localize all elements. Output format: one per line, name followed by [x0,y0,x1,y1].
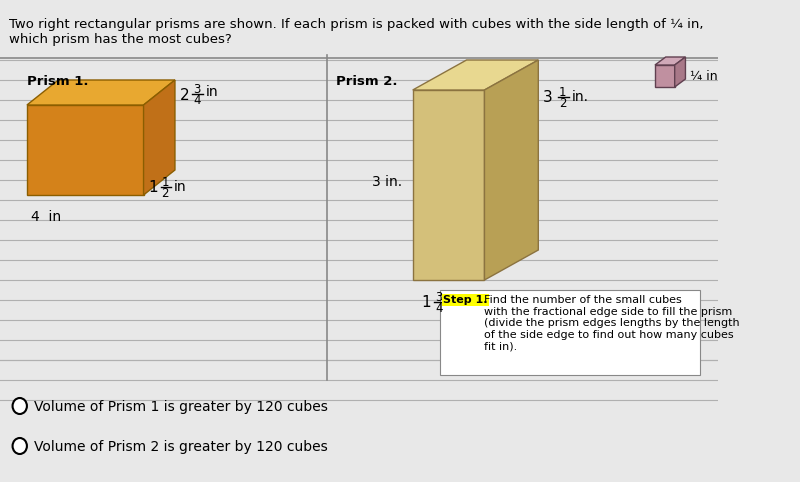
Text: 4  in: 4 in [31,210,62,224]
Text: 3 in.: 3 in. [372,175,402,189]
Text: Two right rectangular prisms are shown. If each prism is packed with cubes with : Two right rectangular prisms are shown. … [9,18,703,46]
Text: 3: 3 [542,90,553,105]
Polygon shape [27,105,143,195]
Text: 3: 3 [193,83,200,96]
Text: in.: in. [448,295,465,309]
Text: in.: in. [571,90,589,104]
Polygon shape [413,90,485,280]
Text: in: in [206,85,218,99]
Text: Prism 2.: Prism 2. [337,75,398,88]
Text: 2: 2 [559,97,566,110]
Text: 1: 1 [162,176,169,189]
Polygon shape [655,57,686,65]
Polygon shape [143,80,175,195]
Polygon shape [674,57,686,87]
Polygon shape [27,80,175,105]
Text: in: in [174,180,186,194]
Text: 3: 3 [435,291,442,304]
Text: 2: 2 [179,88,189,103]
Text: 4: 4 [435,302,442,315]
Polygon shape [413,60,538,90]
Text: Prism 1.: Prism 1. [27,75,89,88]
Polygon shape [655,65,674,87]
Text: Step 1.: Step 1. [443,295,488,305]
Text: 1: 1 [148,180,158,195]
Circle shape [13,398,27,414]
Text: Volume of Prism 1 is greater by 120 cubes: Volume of Prism 1 is greater by 120 cube… [34,400,328,414]
Text: 2: 2 [162,187,169,200]
FancyBboxPatch shape [440,290,700,375]
Polygon shape [485,60,538,280]
Text: 4: 4 [193,94,200,107]
Text: Find the number of the small cubes
with the fractional edge side to fill the pri: Find the number of the small cubes with … [485,295,740,351]
Circle shape [13,438,27,454]
Text: Volume of Prism 2 is greater by 120 cubes: Volume of Prism 2 is greater by 120 cube… [34,440,328,454]
Text: 1: 1 [422,295,431,310]
Text: 1: 1 [559,86,566,99]
Text: ¼ in: ¼ in [690,70,718,83]
